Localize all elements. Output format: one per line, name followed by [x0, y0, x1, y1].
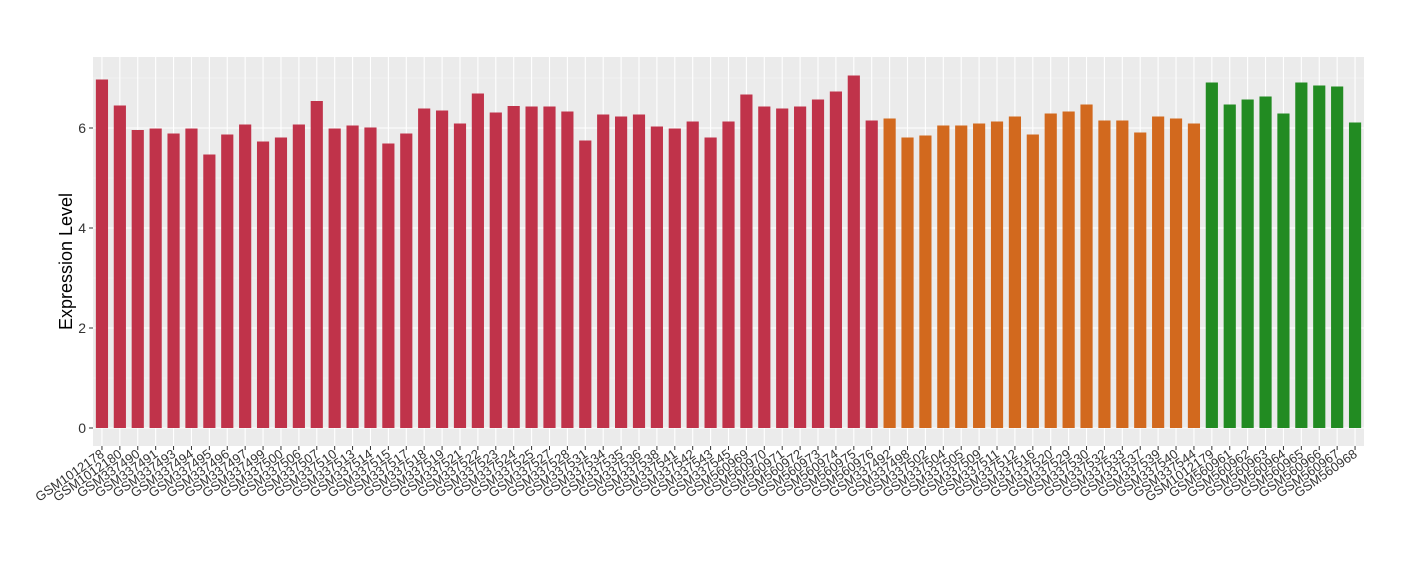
bar-GSM337536	[632, 114, 646, 428]
bar-GSM560966	[1313, 85, 1326, 428]
bar-GSM337521	[453, 123, 467, 428]
bar-GSM337512	[1008, 116, 1022, 428]
bar-GSM337497	[239, 124, 252, 428]
bar-GSM337541	[668, 128, 681, 428]
bar-GSM337506	[292, 124, 305, 428]
bar-GSM337492	[883, 118, 896, 428]
bar-GSM560969	[740, 94, 753, 428]
bar-GSM337490	[131, 130, 144, 428]
bar-GSM337520	[1044, 113, 1057, 428]
bar-GSM337499	[256, 141, 270, 428]
bar-GSM337530	[1080, 104, 1093, 428]
bar-GSM337505	[955, 125, 968, 428]
bar-GSM1012178	[95, 79, 109, 428]
y-tick-label: 0	[78, 420, 86, 436]
y-tick-label: 2	[78, 320, 86, 336]
bar-GSM337535	[615, 116, 628, 428]
bar-GSM337531	[579, 140, 592, 428]
bar-GSM337543	[704, 137, 717, 428]
bar-GSM560968	[1348, 122, 1362, 428]
bar-GSM337537	[1134, 132, 1147, 428]
bar-GSM337514	[364, 127, 377, 428]
bar-GSM337538	[650, 126, 663, 428]
bar-GSM560971	[776, 108, 789, 428]
bar-GSM560967	[1331, 86, 1344, 428]
bar-GSM337516	[1026, 134, 1039, 428]
y-tick-label: 4	[78, 220, 86, 236]
bar-GSM337534	[597, 114, 610, 428]
bar-GSM337502	[919, 135, 932, 428]
bar-GSM337542	[686, 121, 699, 428]
y-axis-label: Expression Level	[56, 193, 76, 330]
bar-GSM337525	[525, 106, 538, 428]
bar-GSM560976	[865, 120, 878, 428]
bar-GSM337494	[185, 128, 198, 428]
bar-GSM337539	[1152, 116, 1165, 428]
bar-GSM337513	[346, 125, 359, 428]
bar-GSM337518	[418, 108, 431, 428]
bar-GSM337523	[489, 112, 502, 428]
bar-GSM337540	[1169, 118, 1183, 428]
bar-GSM560964	[1277, 113, 1290, 428]
bar-GSM560961	[1223, 104, 1236, 428]
bar-GSM560970	[758, 106, 771, 428]
bar-GSM560965	[1295, 82, 1308, 428]
bar-GSM337524	[507, 106, 520, 428]
bar-GSM337528	[561, 111, 574, 428]
bar-GSM337515	[382, 143, 395, 428]
bar-GSM337532	[1098, 120, 1111, 428]
bar-GSM337500	[274, 137, 288, 428]
bar-GSM337529	[1062, 111, 1075, 428]
y-tick-label: 6	[78, 120, 86, 136]
bar-GSM337510	[328, 128, 341, 428]
bar-GSM337507	[310, 101, 323, 428]
bar-GSM337498	[901, 137, 914, 428]
x-axis: GSM1012178GSM1012180GSM337490GSM337491GS…	[32, 446, 1360, 504]
bar-GSM337519	[435, 110, 449, 428]
bar-GSM337491	[149, 128, 162, 428]
bar-GSM337493	[167, 133, 180, 428]
bar-GSM337544	[1187, 123, 1201, 428]
bar-GSM337527	[543, 106, 556, 428]
bar-GSM560963	[1259, 96, 1272, 428]
bar-GSM337504	[937, 125, 950, 428]
y-axis: 0 2 4 6	[78, 120, 93, 436]
bar-GSM560975	[847, 75, 860, 428]
bar-GSM337545	[722, 121, 735, 428]
bar-GSM337522	[471, 93, 484, 428]
bar-GSM337511	[990, 121, 1004, 428]
bar-GSM560974	[829, 91, 842, 428]
bar-GSM337495	[203, 154, 216, 428]
bar-GSM1012180	[113, 105, 126, 428]
bar-GSM1012179	[1205, 82, 1218, 428]
bar-GSM560973	[811, 99, 825, 428]
bar-GSM560962	[1241, 99, 1254, 428]
bar-GSM560972	[794, 106, 807, 428]
bar-GSM337509	[973, 123, 986, 428]
bars	[95, 75, 1362, 428]
bar-GSM337533	[1116, 120, 1129, 428]
bar-GSM337517	[400, 133, 413, 428]
bar-GSM337496	[221, 134, 234, 428]
